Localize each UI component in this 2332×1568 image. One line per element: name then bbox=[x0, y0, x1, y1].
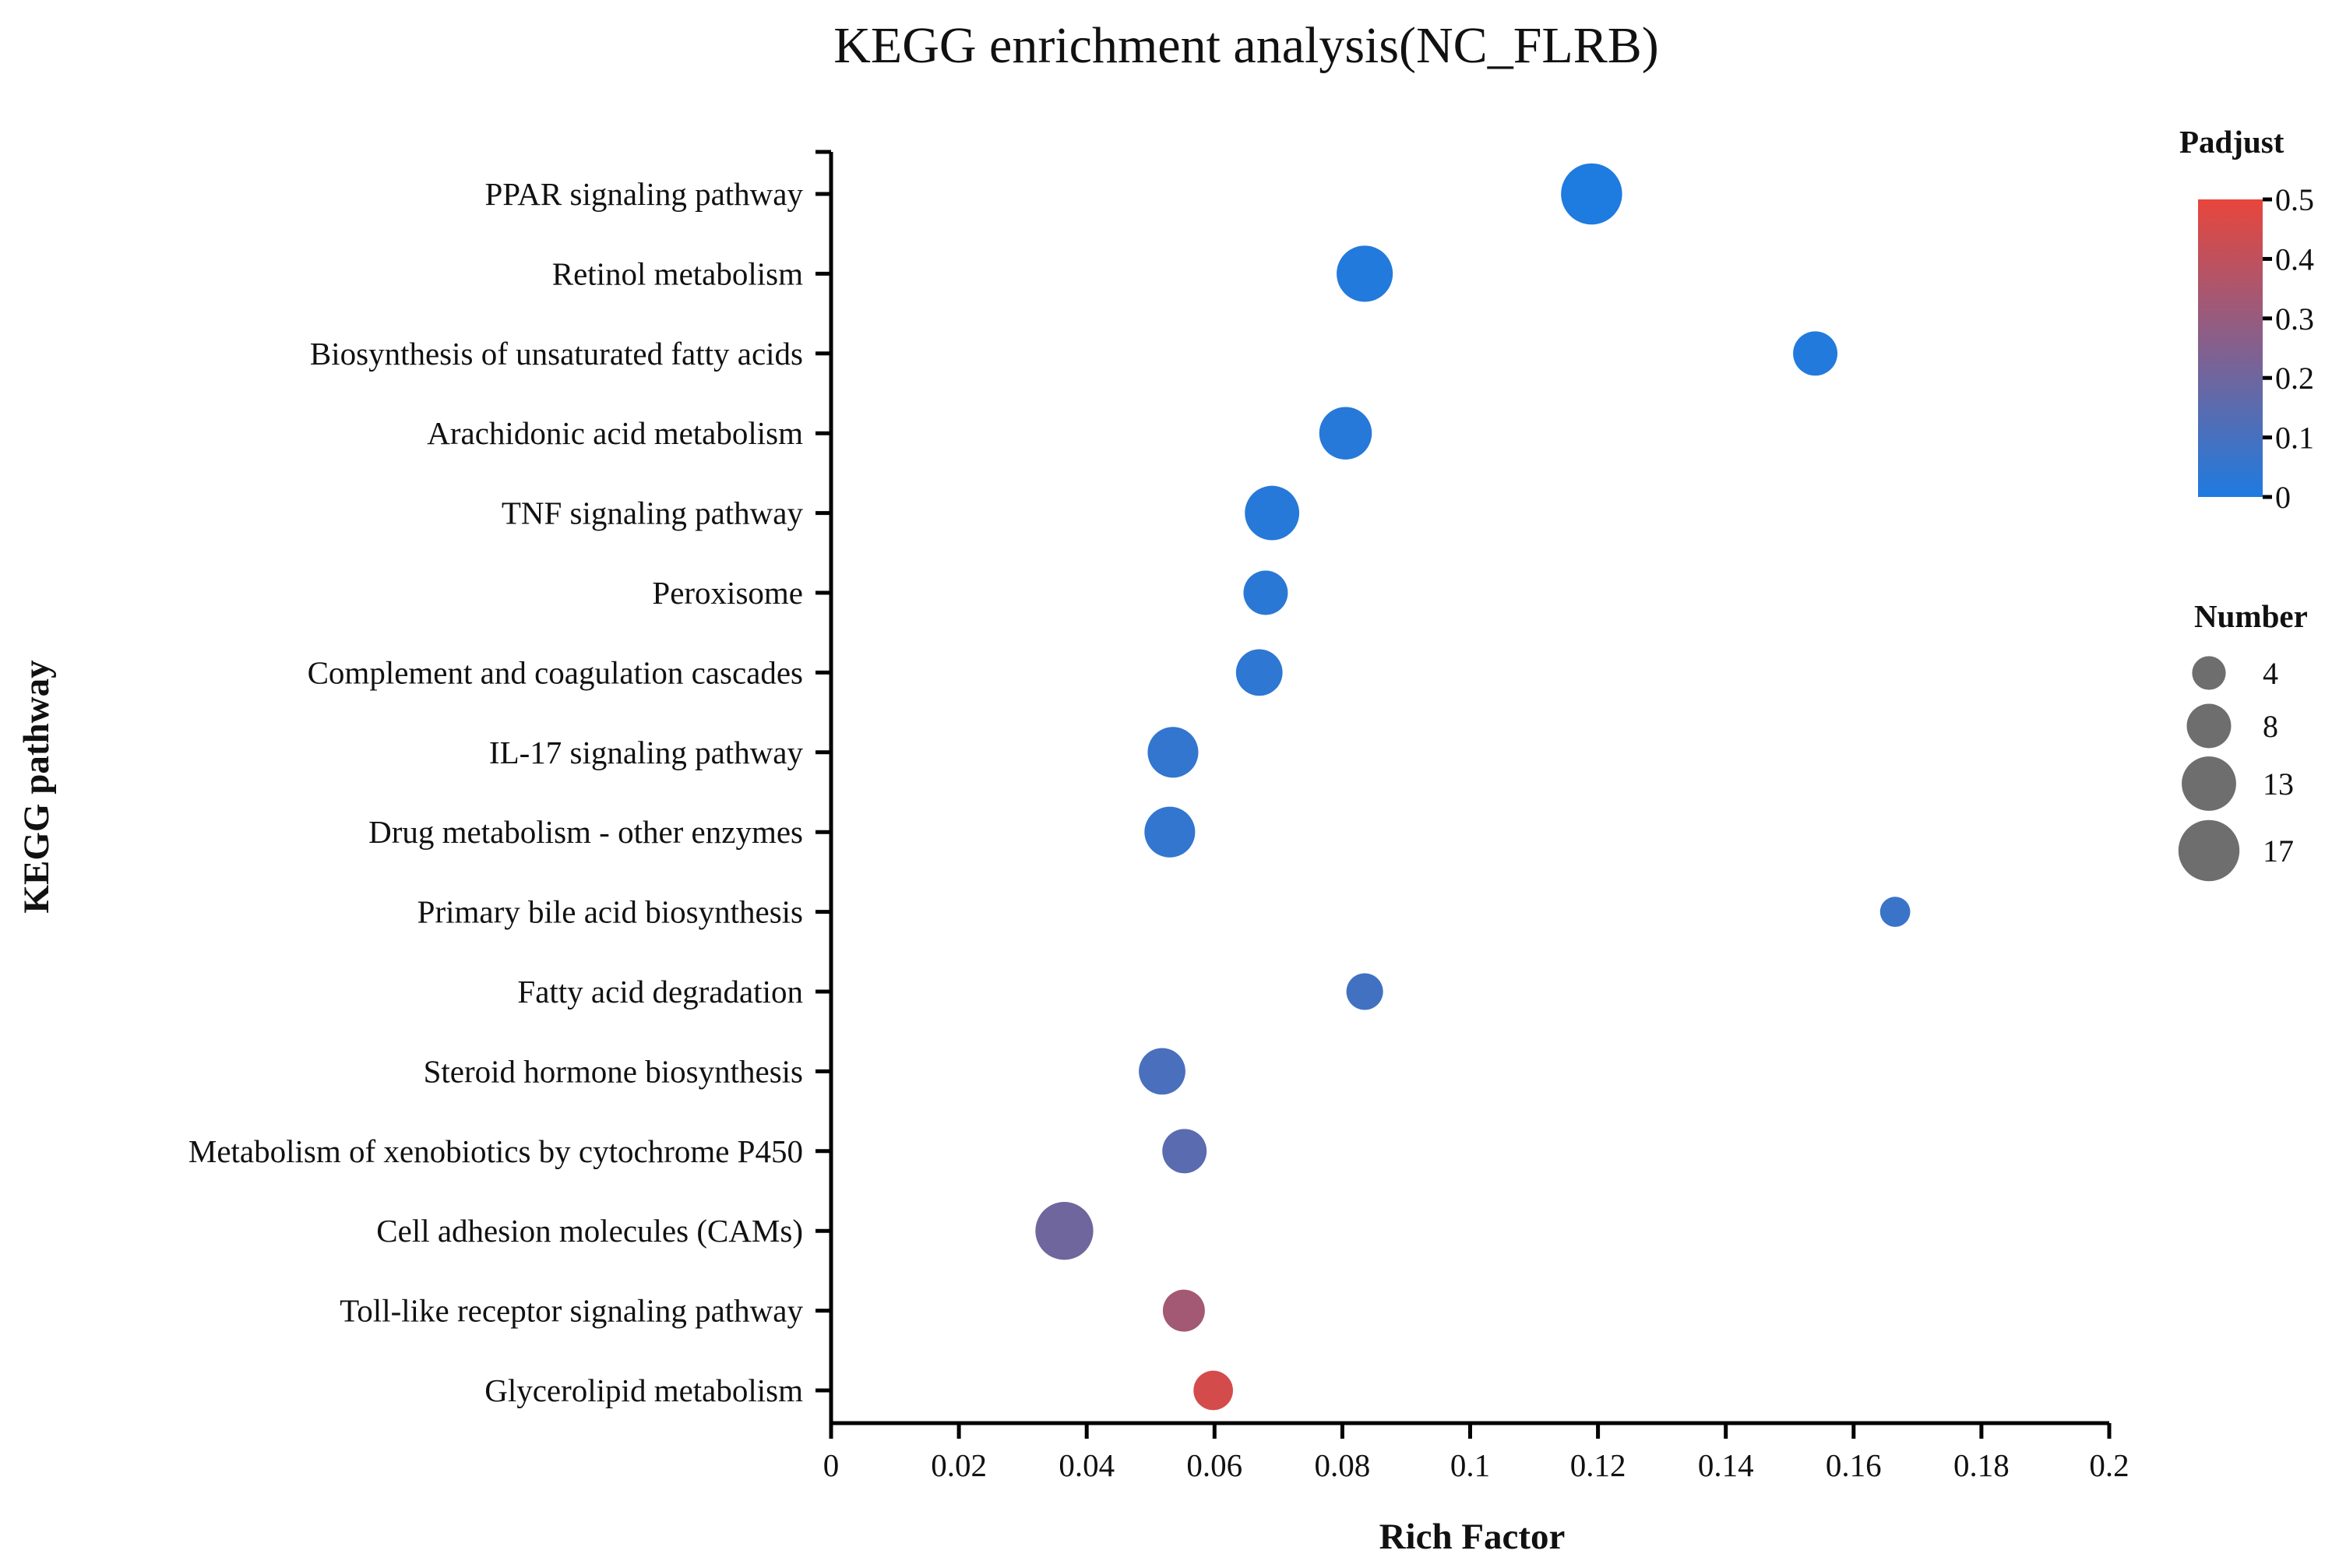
padjust-tick-label: 0.2 bbox=[2275, 361, 2314, 396]
data-point[interactable] bbox=[1162, 1289, 1205, 1332]
number-legend: Number 4 8 13 17 bbox=[2178, 598, 2308, 882]
padjust-tick-label: 0.1 bbox=[2275, 421, 2314, 456]
x-tick-label: 0.06 bbox=[1186, 1447, 1242, 1483]
y-tick-label: Complement and coagulation cascades bbox=[308, 654, 803, 690]
x-tick-label: 0.12 bbox=[1570, 1447, 1626, 1483]
number-legend-label: 13 bbox=[2263, 766, 2294, 802]
x-axis-title: Rich Factor bbox=[1379, 1517, 1566, 1557]
data-point[interactable] bbox=[1561, 163, 1622, 225]
y-tick-label: Fatty acid degradation bbox=[517, 974, 803, 1010]
x-tick-label: 0.1 bbox=[1450, 1447, 1490, 1483]
x-tick-label: 0.18 bbox=[1953, 1447, 2010, 1483]
y-tick-label: Biosynthesis of unsaturated fatty acids bbox=[310, 336, 803, 372]
padjust-tick-label: 0.5 bbox=[2275, 182, 2314, 217]
x-tick-label: 0.02 bbox=[931, 1447, 987, 1483]
data-point[interactable] bbox=[1243, 570, 1288, 615]
number-legend-swatch bbox=[2192, 656, 2226, 690]
data-point[interactable] bbox=[1245, 485, 1300, 541]
y-tick-label: Peroxisome bbox=[652, 575, 803, 611]
padjust-legend: Padjust 0.5 0.4 0.3 0.2 0.1 0 bbox=[2179, 124, 2314, 515]
data-point[interactable] bbox=[1147, 727, 1199, 778]
number-legend-title: Number bbox=[2194, 598, 2308, 634]
y-tick-label: TNF signaling pathway bbox=[502, 495, 804, 531]
y-tick-label: Glycerolipid metabolism bbox=[484, 1372, 803, 1408]
number-legend-swatch bbox=[2186, 703, 2232, 749]
data-point[interactable] bbox=[1793, 331, 1838, 376]
data-point[interactable] bbox=[1139, 1048, 1185, 1095]
y-tick-label: PPAR signaling pathway bbox=[484, 176, 803, 212]
y-axis-title: KEGG pathway bbox=[16, 660, 57, 914]
y-tick-label: IL-17 signaling pathway bbox=[489, 735, 804, 770]
data-point[interactable] bbox=[1035, 1202, 1094, 1260]
number-legend-label: 8 bbox=[2263, 709, 2278, 744]
data-point[interactable] bbox=[1193, 1370, 1233, 1411]
number-legend-swatch bbox=[2182, 756, 2236, 811]
data-point[interactable] bbox=[1346, 973, 1383, 1010]
y-tick-label: Toll-like receptor signaling pathway bbox=[340, 1293, 803, 1329]
data-point[interactable] bbox=[1337, 245, 1393, 302]
plot-area: 0 0.02 0.04 0.06 0.08 0.1 0.12 0.14 0.16 0.18 0.2 P… bbox=[188, 150, 2129, 1483]
padjust-tick-label: 0 bbox=[2275, 480, 2291, 515]
data-point[interactable] bbox=[1235, 649, 1283, 696]
padjust-tick-label: 0.4 bbox=[2275, 241, 2314, 277]
number-legend-label: 4 bbox=[2263, 656, 2278, 691]
x-tick-label: 0 bbox=[823, 1447, 840, 1483]
padjust-colorbar bbox=[2198, 199, 2263, 497]
y-tick-label: Metabolism of xenobiotics by cytochrome … bbox=[188, 1133, 803, 1169]
y-tick-label: Primary bile acid biosynthesis bbox=[417, 894, 803, 930]
x-tick-label: 0.2 bbox=[2089, 1447, 2129, 1483]
chart-title: KEGG enrichment analysis(NC_FLRB) bbox=[833, 17, 1659, 74]
x-tick-label: 0.08 bbox=[1315, 1447, 1371, 1483]
padjust-tick-label: 0.3 bbox=[2275, 301, 2314, 337]
y-tick-label: Retinol metabolism bbox=[552, 255, 803, 291]
y-tick-label: Cell adhesion molecules (CAMs) bbox=[376, 1213, 803, 1249]
number-legend-label: 17 bbox=[2263, 833, 2294, 869]
y-tick-label: Steroid hormone biosynthesis bbox=[424, 1053, 803, 1089]
x-tick-label: 0.16 bbox=[1826, 1447, 1882, 1483]
data-point[interactable] bbox=[1319, 407, 1372, 460]
padjust-legend-title: Padjust bbox=[2179, 124, 2284, 160]
number-legend-swatch bbox=[2178, 819, 2240, 882]
x-tick-label: 0.14 bbox=[1698, 1447, 1754, 1483]
x-tick-label: 0.04 bbox=[1059, 1447, 1115, 1483]
data-point[interactable] bbox=[1879, 897, 1911, 927]
y-tick-label: Drug metabolism - other enzymes bbox=[368, 814, 803, 850]
data-point[interactable] bbox=[1144, 806, 1196, 858]
data-point[interactable] bbox=[1162, 1129, 1207, 1174]
y-tick-label: Arachidonic acid metabolism bbox=[427, 415, 803, 451]
